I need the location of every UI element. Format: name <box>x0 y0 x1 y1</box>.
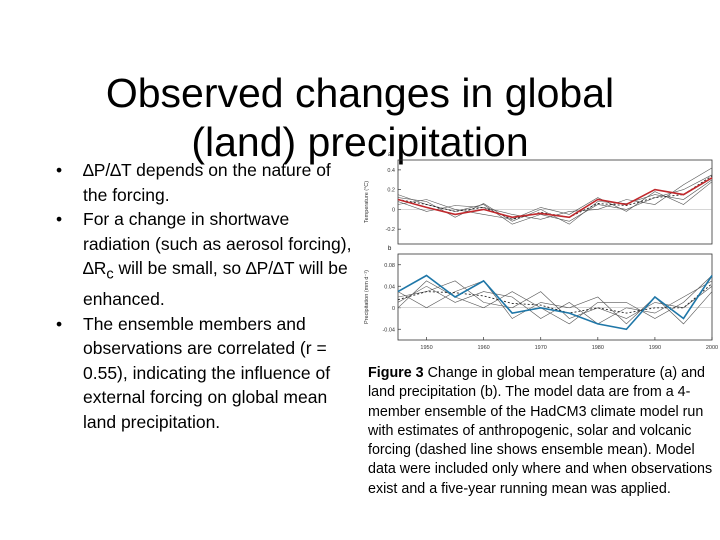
series-line-observed <box>397 177 713 219</box>
figure-3-chart: a -0.2 0 0.2 0.4 Temperature (°C) b -0.04 0 0.04 0… <box>364 152 718 351</box>
y-axis-label: Precipitation (mm d⁻¹) <box>364 270 370 324</box>
x-tick-label: 2000 <box>706 345 718 351</box>
y-tick-label: 0 <box>392 207 395 213</box>
panel-letter: a <box>388 152 392 158</box>
x-tick-label: 1980 <box>592 345 604 351</box>
bullet-item: • For a change in shortwave radiation (s… <box>52 207 352 312</box>
bullet-text: The ensemble members and observations ar… <box>83 313 331 432</box>
x-tick-label: 1990 <box>649 345 661 351</box>
y-tick-label: 0 <box>392 306 395 312</box>
y-tick-label: -0.2 <box>386 227 395 233</box>
bullet-item: • The ensemble members and observations … <box>52 312 352 435</box>
y-axis-label: Temperature (°C) <box>364 181 370 223</box>
y-tick-label: 0.04 <box>384 284 395 290</box>
bullet-marker: • <box>56 209 63 229</box>
series-line-model <box>397 280 713 325</box>
series-line-model <box>397 275 713 325</box>
series-line-model <box>397 280 713 325</box>
series-line-ensemble-mean <box>397 283 713 314</box>
panel-letter: b <box>388 246 392 252</box>
x-tick-label: 1970 <box>535 345 547 351</box>
bullet-marker: • <box>56 160 63 180</box>
series-line-observed <box>397 274 713 331</box>
bullet-list: • ∆P/∆T depends on the nature of the for… <box>52 158 352 434</box>
bullet-item: • ∆P/∆T depends on the nature of the for… <box>52 158 352 207</box>
bullet-text-part: For a change in shortwave radiation (suc… <box>83 209 352 278</box>
slide-title-line1: Observed changes in global <box>105 70 615 117</box>
bullet-text: ∆P/∆T depends on the nature of the forci… <box>83 160 331 205</box>
bullet-text: For a change in shortwave radiation (suc… <box>83 209 351 309</box>
caption-label: Figure 3 <box>368 365 424 381</box>
caption-text: Change in global mean temperature (a) an… <box>368 365 713 497</box>
y-tick-label: 0.4 <box>387 168 395 174</box>
slide-title-line2: (land) precipitation <box>191 119 529 166</box>
series-line-model <box>397 179 713 225</box>
bullet-text-part: will be small, so ∆P/∆T will be enhanced… <box>83 258 348 309</box>
x-tick-label: 1950 <box>420 345 432 351</box>
y-tick-label: -0.04 <box>382 327 395 333</box>
figure-caption: Figure 3 Change in global mean temperatu… <box>368 364 716 499</box>
panel-frame <box>397 159 713 245</box>
series-line-model <box>397 181 713 220</box>
slide-title: Observed changes in global (land) precip… <box>40 69 680 167</box>
bullet-marker: • <box>56 313 63 334</box>
subscript: c <box>106 266 114 283</box>
x-tick-label: 1960 <box>478 345 490 351</box>
y-tick-label: 0.08 <box>384 263 395 269</box>
y-tick-label: 0.2 <box>387 188 395 194</box>
